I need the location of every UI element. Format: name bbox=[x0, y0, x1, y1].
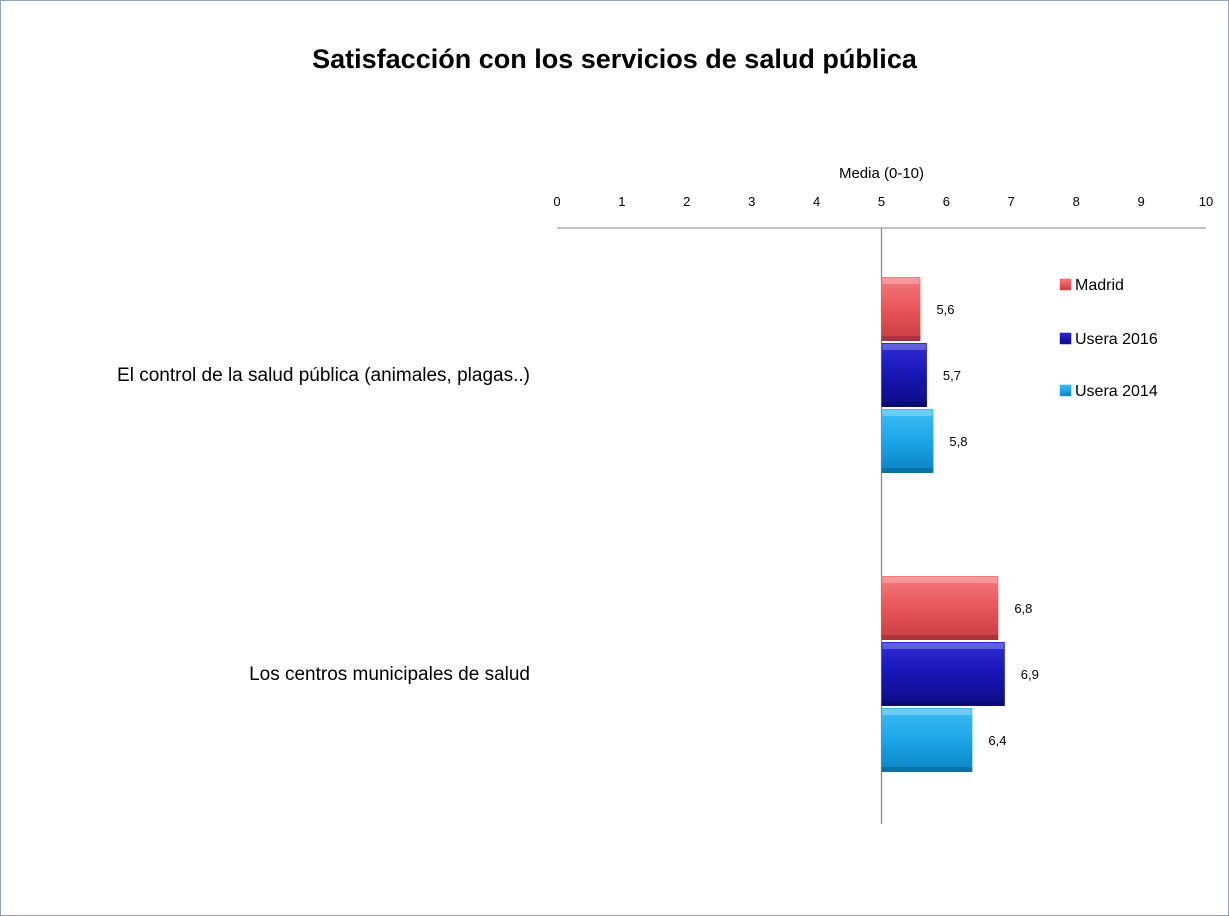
data-labels: 5,6 5,7 5,8 6,8 6,9 6,4 bbox=[936, 302, 1038, 748]
data-label: 5,7 bbox=[943, 368, 961, 383]
x-tick-label: 0 bbox=[553, 194, 560, 209]
bar bbox=[881, 708, 973, 772]
bar-shadow bbox=[881, 336, 921, 341]
x-tick-label: 10 bbox=[1199, 194, 1213, 209]
x-tick-label: 9 bbox=[1137, 194, 1144, 209]
x-tick-label: 2 bbox=[683, 194, 690, 209]
x-tick-label: 8 bbox=[1073, 194, 1080, 209]
bar bbox=[881, 343, 927, 407]
bar-highlight bbox=[882, 643, 1004, 649]
bar-shadow bbox=[881, 402, 927, 407]
bar-shadow bbox=[881, 767, 973, 772]
bar-highlight bbox=[882, 278, 920, 284]
data-label: 6,9 bbox=[1021, 667, 1039, 682]
legend-swatch bbox=[1059, 332, 1072, 345]
legend-swatch bbox=[1059, 384, 1072, 397]
bar-shadow bbox=[881, 635, 999, 640]
data-label: 6,4 bbox=[988, 733, 1006, 748]
data-label: 5,8 bbox=[949, 434, 967, 449]
legend-label: Madrid bbox=[1075, 277, 1124, 294]
category-label: El control de la salud pública (animales… bbox=[117, 365, 530, 386]
bar-highlight bbox=[882, 410, 933, 416]
bar bbox=[881, 642, 1005, 706]
x-axis-title: Media (0-10) bbox=[839, 165, 924, 182]
data-label: 6,8 bbox=[1014, 601, 1032, 616]
legend-swatch bbox=[1059, 278, 1072, 291]
category-labels: El control de la salud pública (animales… bbox=[117, 365, 530, 685]
x-tick-label: 5 bbox=[878, 194, 885, 209]
bar bbox=[881, 576, 999, 640]
x-tick-label: 4 bbox=[813, 194, 820, 209]
x-tick-label: 7 bbox=[1008, 194, 1015, 209]
category-label: Los centros municipales de salud bbox=[249, 664, 530, 685]
x-tick-label: 3 bbox=[748, 194, 755, 209]
data-label: 5,6 bbox=[936, 302, 954, 317]
bars bbox=[881, 277, 1005, 772]
bar-highlight bbox=[882, 709, 972, 715]
bar-shadow bbox=[881, 468, 934, 473]
legend-label: Usera 2014 bbox=[1075, 383, 1158, 400]
legend-label: Usera 2016 bbox=[1075, 331, 1158, 348]
x-tick-label: 6 bbox=[943, 194, 950, 209]
legend: Madrid Usera 2016 Usera 2014 bbox=[1059, 277, 1158, 400]
bar-shadow bbox=[881, 701, 1005, 706]
x-tick-label: 1 bbox=[618, 194, 625, 209]
bar-highlight bbox=[882, 344, 926, 350]
chart-title: Satisfacción con los servicios de salud … bbox=[312, 44, 917, 74]
bar-highlight bbox=[882, 577, 998, 583]
bar bbox=[881, 409, 934, 473]
bar bbox=[881, 277, 921, 341]
